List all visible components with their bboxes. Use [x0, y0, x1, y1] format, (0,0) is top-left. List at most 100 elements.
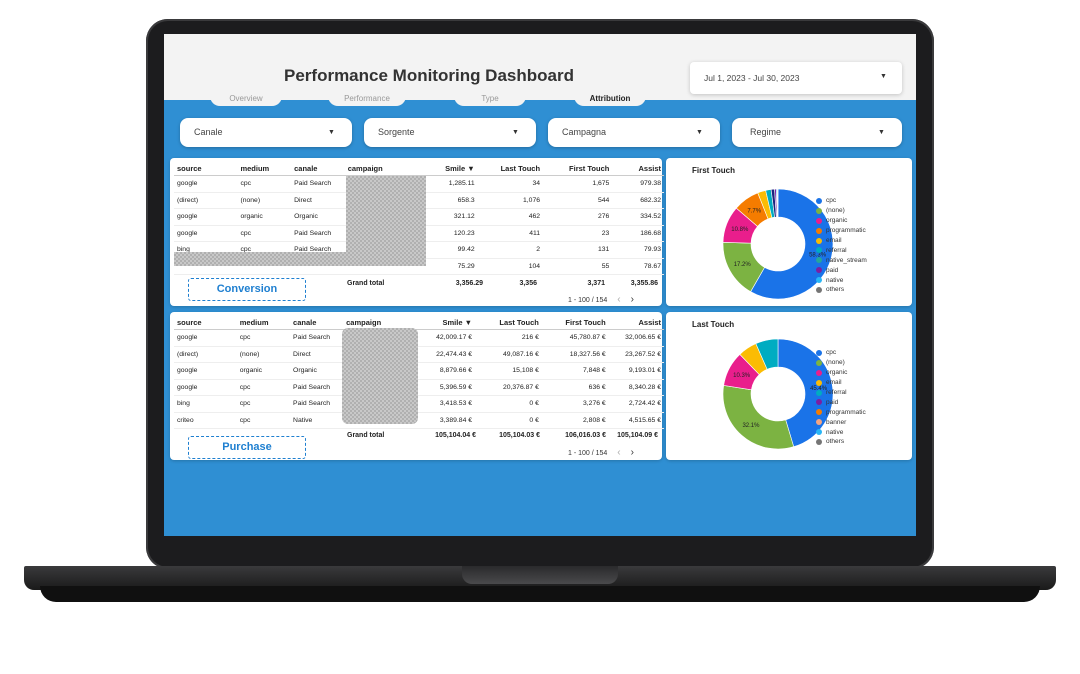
table-cell: cpc: [236, 412, 291, 429]
tab-overview[interactable]: Overview: [210, 92, 282, 106]
table-cell: Direct: [291, 192, 345, 209]
grand-total-smile: 3,356.29: [455, 280, 483, 287]
filter-canale[interactable]: Canale ▼: [180, 118, 352, 147]
table-cell: 79.93: [612, 241, 664, 259]
col-medium[interactable]: medium: [236, 316, 291, 330]
col-smile[interactable]: Smile ▼: [413, 316, 476, 330]
table-row[interactable]: bing cpc Paid Search 3,418.53 €0 €3,276 €2,…: [174, 395, 664, 413]
legend-label: organic: [826, 217, 848, 225]
table-cell: 0 €: [475, 395, 542, 413]
legend-dot-icon: [816, 267, 822, 274]
legend-item[interactable]: programmatic: [816, 407, 866, 417]
pie-slice-none[interactable]: [722, 385, 795, 450]
legend-item[interactable]: others: [816, 285, 867, 295]
legend-item[interactable]: cpc: [816, 196, 867, 206]
last-touch-legend: cpc (none) organic email referral paid program…: [816, 348, 866, 447]
legend-item[interactable]: native_stream: [816, 255, 867, 265]
slice-label: 17.2%: [734, 262, 752, 268]
legend-item[interactable]: referral: [816, 245, 867, 255]
table-cell: (direct): [174, 192, 238, 209]
filter-sorgente[interactable]: Sorgente ▼: [364, 118, 536, 147]
legend-label: referral: [826, 389, 847, 396]
chevron-left-icon[interactable]: ‹: [617, 294, 621, 305]
legend-label: cpc: [826, 349, 837, 357]
legend-dot-icon: [816, 389, 822, 396]
col-medium[interactable]: medium: [237, 162, 292, 176]
legend-item[interactable]: paid: [816, 265, 867, 275]
chart-title: First Touch: [692, 166, 735, 175]
col-first-touch[interactable]: First Touch: [543, 162, 613, 176]
redacted-campaign: [342, 328, 418, 424]
legend-item[interactable]: organic: [816, 216, 867, 226]
pie-slice-referral[interactable]: [755, 338, 779, 370]
pie-slice-cpc[interactable]: [750, 188, 834, 300]
legend-label: referral: [826, 246, 847, 254]
first-touch-legend: cpc (none) organic programmatic email referra…: [816, 196, 867, 295]
table-row[interactable]: google cpc Paid Search 5,396.59 €20,376.87 …: [174, 379, 664, 396]
col-source[interactable]: source: [174, 162, 238, 176]
table-cell: 9,193.01 €: [608, 362, 664, 380]
slice-label: 32.1%: [742, 423, 760, 429]
legend-label: others: [826, 286, 845, 294]
legend-item[interactable]: banner: [816, 417, 866, 427]
legend-dot-icon: [816, 379, 822, 386]
chevron-left-icon[interactable]: ‹: [617, 447, 621, 458]
table-row[interactable]: google organic Organic 8,879.66 €15,108 €7,…: [174, 362, 664, 380]
grand-total-label: Grand total: [347, 280, 385, 287]
legend-item[interactable]: referral: [816, 388, 866, 398]
col-campaign[interactable]: campaign: [344, 162, 421, 176]
filter-campagna[interactable]: Campagna ▼: [548, 118, 720, 147]
table-row[interactable]: google cpc Paid Search 42,009.17 €216 €45,7…: [174, 329, 664, 347]
legend-item[interactable]: native: [816, 427, 866, 437]
legend-item[interactable]: paid: [816, 397, 866, 407]
table-cell: organic: [237, 208, 292, 226]
table-cell: 0 €: [475, 412, 542, 429]
pagination-text: 1 - 100 / 154: [568, 450, 608, 457]
date-range-picker[interactable]: Jul 1, 2023 - Jul 30, 2023 ▼: [690, 62, 902, 94]
table-cell: 55: [543, 258, 613, 275]
col-assist[interactable]: Assist: [612, 162, 664, 176]
chevron-right-icon[interactable]: ›: [630, 447, 634, 458]
table-cell: 120.23: [420, 225, 478, 242]
legend-dot-icon: [816, 257, 822, 264]
filter-regime-label: Regime: [750, 127, 782, 137]
filter-canale-label: Canale: [194, 127, 223, 137]
table-cell: Paid Search: [290, 329, 344, 347]
table-row[interactable]: criteo cpc Native 3,389.84 €0 €2,808 €4,515…: [174, 412, 664, 429]
legend-item[interactable]: email: [816, 236, 867, 246]
chevron-down-icon: ▼: [878, 129, 885, 136]
chevron-right-icon[interactable]: ›: [630, 294, 634, 305]
table-cell: 3,418.53 €: [413, 395, 476, 413]
legend-item[interactable]: cpc: [816, 348, 866, 358]
col-first-touch[interactable]: First Touch: [541, 316, 609, 330]
col-smile[interactable]: Smile ▼: [420, 162, 478, 176]
legend-item[interactable]: (none): [816, 358, 866, 368]
tab-attribution[interactable]: Attribution: [574, 92, 646, 106]
legend-item[interactable]: programmatic: [816, 226, 867, 236]
pagination: 1 - 100 / 154 ‹ ›: [568, 294, 634, 305]
tab-type[interactable]: Type: [454, 92, 526, 106]
first-touch-chart-panel: First Touch 58.3% 17.2% 10.8% 7.7% cpc (none…: [666, 158, 912, 306]
table-cell: 658.3: [420, 192, 478, 209]
table-cell: 42,009.17 €: [413, 329, 476, 347]
col-last-touch[interactable]: Last Touch: [475, 316, 542, 330]
legend-item[interactable]: organic: [816, 368, 866, 378]
filter-regime[interactable]: Regime ▼: [732, 118, 902, 147]
col-assist[interactable]: Assist: [608, 316, 664, 330]
table-row[interactable]: (direct) (none) Direct 22,474.43 €49,087.16…: [174, 346, 664, 363]
legend-item[interactable]: others: [816, 437, 866, 447]
table-cell: 7,848 €: [541, 362, 609, 380]
col-canale[interactable]: canale: [291, 162, 345, 176]
col-canale[interactable]: canale: [290, 316, 344, 330]
legend-item[interactable]: (none): [816, 206, 867, 216]
tab-performance[interactable]: Performance: [328, 92, 406, 106]
grand-total-assist: 3,355.86: [630, 280, 658, 287]
legend-label: (none): [826, 359, 845, 367]
col-last-touch[interactable]: Last Touch: [477, 162, 544, 176]
table-cell: (none): [237, 192, 292, 209]
pie-slice-others[interactable]: [777, 188, 779, 218]
col-source[interactable]: source: [174, 316, 237, 330]
table-cell: Direct: [290, 346, 344, 363]
legend-item[interactable]: email: [816, 378, 866, 388]
legend-item[interactable]: native: [816, 275, 867, 285]
